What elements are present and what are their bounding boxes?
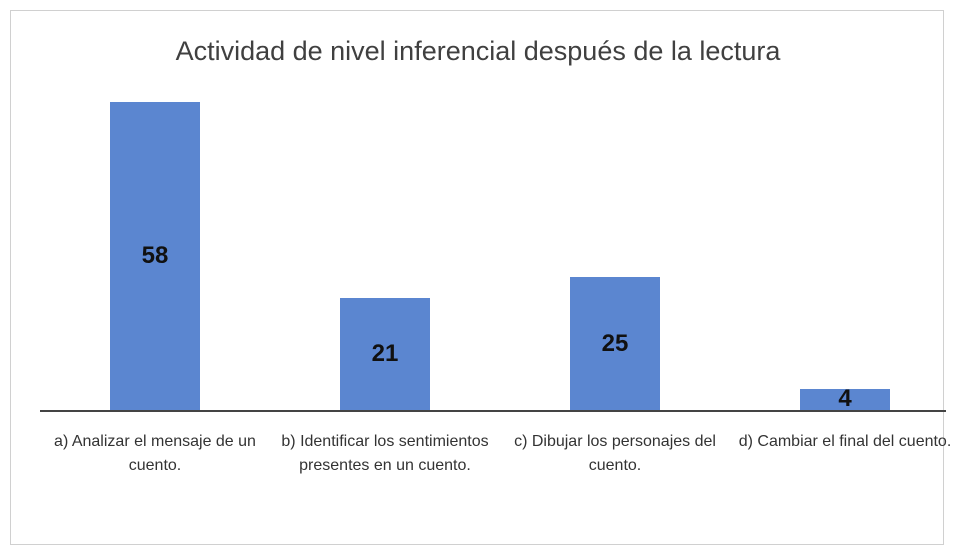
x-tick-label: c) Dibujar los personajes del cuento. — [514, 433, 716, 474]
bar — [800, 388, 890, 410]
x-axis — [40, 410, 946, 412]
x-tick-label: a) Analizar el mensaje de un cuento. — [54, 433, 256, 474]
bar — [570, 277, 660, 410]
chart-frame — [10, 10, 944, 545]
x-tick-label: b) Identificar los sentimientos presente… — [281, 433, 489, 474]
data-label: 58 — [141, 242, 169, 269]
bar — [110, 102, 200, 410]
chart-title: Actividad de nivel inferencial después d… — [175, 36, 781, 66]
data-label: 21 — [371, 340, 399, 368]
bar — [340, 298, 430, 410]
x-tick-label: d) Cambiar el final del cuento. — [738, 433, 952, 450]
data-label: 25 — [601, 329, 629, 357]
data-label: 4 — [838, 385, 852, 413]
